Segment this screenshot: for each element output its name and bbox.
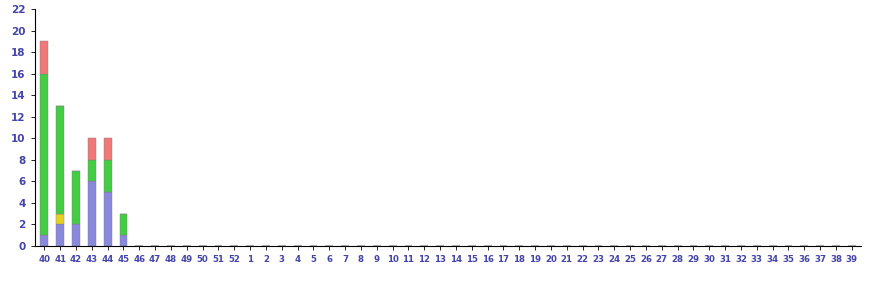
Bar <box>56 106 64 214</box>
Bar <box>103 192 111 246</box>
Bar <box>103 160 111 192</box>
Bar <box>40 74 48 235</box>
Bar <box>72 171 80 224</box>
Bar <box>119 214 127 235</box>
Bar <box>119 235 127 246</box>
Bar <box>56 214 64 224</box>
Bar <box>40 235 48 246</box>
Bar <box>40 41 48 74</box>
Bar <box>88 160 96 182</box>
Bar <box>88 182 96 246</box>
Bar <box>103 138 111 160</box>
Bar <box>56 224 64 246</box>
Bar <box>72 224 80 246</box>
Bar <box>88 138 96 160</box>
